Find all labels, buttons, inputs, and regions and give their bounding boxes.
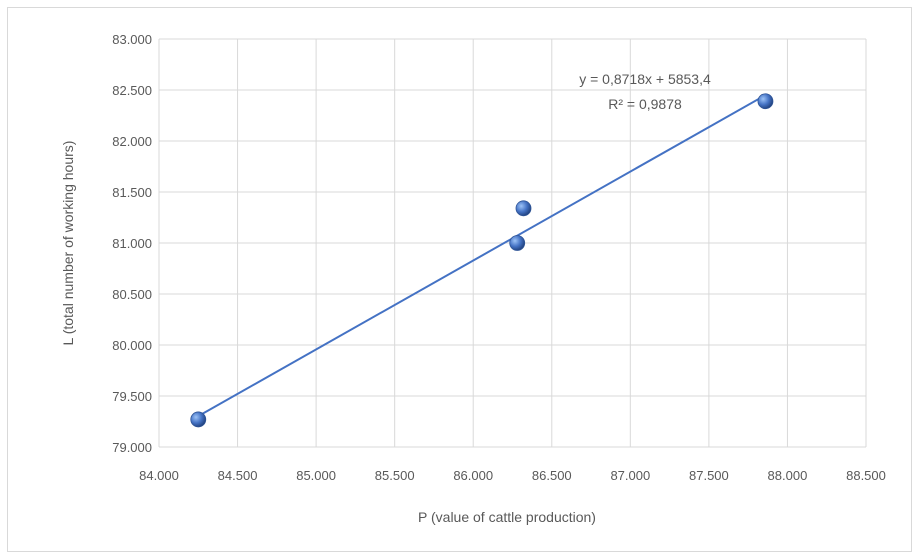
data-point (190, 411, 207, 428)
y-tick-label: 80.500 (112, 287, 152, 302)
y-tick-label: 79.000 (112, 440, 152, 455)
data-point (509, 235, 526, 251)
x-tick-label: 88.500 (846, 468, 886, 483)
trendline-equation: y = 0,8718x + 5853,4 (579, 71, 711, 87)
data-point (757, 93, 774, 110)
x-tick-label: 85.000 (296, 468, 336, 483)
x-tick-label: 86.000 (453, 468, 493, 483)
y-axis-tick-labels: 79.000 79.500 80.000 80.500 81.000 81.500 82.0… (112, 32, 152, 455)
x-tick-label: 85.500 (375, 468, 415, 483)
x-axis-tick-labels: 84.000 84.500 85.000 85.500 86.000 86.500 87.0… (139, 468, 886, 483)
y-tick-label: 81.000 (112, 236, 152, 251)
y-tick-label: 82.000 (112, 134, 152, 149)
y-tick-label: 82.500 (112, 83, 152, 98)
y-axis-title: L (total number of working hours) (60, 141, 76, 346)
y-tick-label: 81.500 (112, 185, 152, 200)
x-tick-label: 88.000 (768, 468, 808, 483)
x-tick-label: 87.500 (689, 468, 729, 483)
x-axis-title: P (value of cattle production) (418, 509, 596, 525)
trendline-group (197, 94, 766, 418)
data-point (515, 200, 532, 217)
x-tick-label: 84.000 (139, 468, 179, 483)
y-tick-label: 80.000 (112, 338, 152, 353)
y-tick-label: 79.500 (112, 389, 152, 404)
x-tick-label: 86.500 (532, 468, 572, 483)
data-points (190, 93, 774, 428)
linear-trendline (197, 94, 766, 418)
y-tick-label: 83.000 (112, 32, 152, 47)
x-tick-label: 87.000 (610, 468, 650, 483)
gridlines (158, 38, 867, 448)
r-squared-label: R² = 0,9878 (608, 96, 682, 112)
x-tick-label: 84.500 (218, 468, 258, 483)
